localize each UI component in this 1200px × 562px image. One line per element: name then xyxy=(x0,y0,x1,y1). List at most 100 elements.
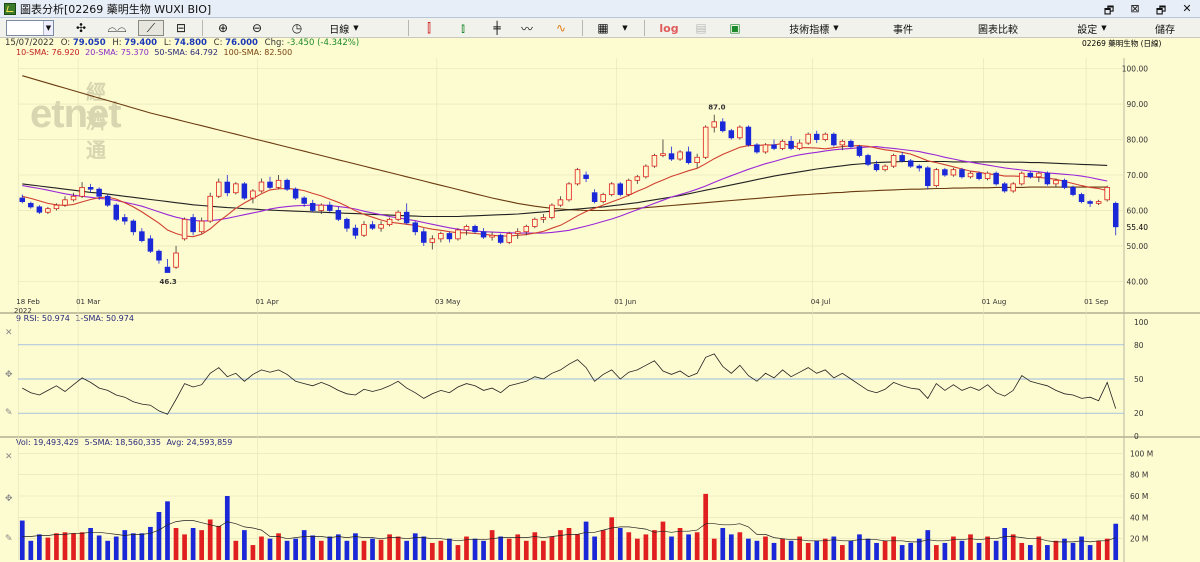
candle-body xyxy=(865,155,871,165)
zoom-out-icon[interactable]: ⊖ xyxy=(251,21,263,35)
period-dropdown[interactable]: 日線 ▼ xyxy=(324,20,364,36)
candle-body xyxy=(993,172,999,185)
rsi-line xyxy=(22,353,1117,415)
line-chart-icon[interactable]: 〰 xyxy=(520,21,533,36)
candlestick-chart-icon[interactable]: ⫿ xyxy=(427,20,431,35)
vol-avg-value: 24,593,859 xyxy=(186,438,233,447)
candle-body xyxy=(164,266,171,273)
candle-body xyxy=(626,179,632,195)
volume-bar xyxy=(1096,540,1101,560)
candle-body xyxy=(446,233,453,240)
ohlc-chart-icon[interactable]: ⫾ xyxy=(461,20,465,35)
volume-bar xyxy=(788,540,794,560)
stock-code-input[interactable]: ▼ xyxy=(6,20,54,36)
events-button[interactable]: 事件 xyxy=(893,24,913,36)
clock-icon[interactable]: ◷ xyxy=(291,21,303,35)
candle-body xyxy=(677,151,683,160)
volume-bar xyxy=(1010,534,1016,560)
sma-legend: 10-SMA: 76.920 20-SMA: 75.370 50-SMA: 64… xyxy=(16,48,292,57)
close-pane-icon[interactable]: ✕ xyxy=(5,452,13,462)
volume-bar xyxy=(498,536,504,560)
candle-body xyxy=(224,181,231,194)
volume-bar xyxy=(455,545,461,560)
price-tick-label: 70.00 xyxy=(1127,171,1149,180)
price-tick-label: 40.00 xyxy=(1127,277,1149,286)
candle-body xyxy=(1036,172,1042,178)
candle-body xyxy=(967,172,974,178)
candle-body xyxy=(523,226,530,233)
bar-chart-icon[interactable]: ╪ xyxy=(493,21,501,35)
chevron-down-icon[interactable]: ▼ xyxy=(43,21,53,35)
volume-bar xyxy=(327,536,333,560)
volume-bar xyxy=(993,540,999,560)
candle-body xyxy=(489,234,495,238)
chevron-down-icon[interactable]: ▼ xyxy=(622,24,628,32)
price-tick-label: 50.00 xyxy=(1127,242,1149,251)
close-pane-icon[interactable]: ✕ xyxy=(5,328,13,338)
volume-bar xyxy=(54,533,59,560)
tile-icon[interactable]: 🗗 xyxy=(1155,4,1167,17)
candle-body xyxy=(438,233,444,240)
area-chart-icon[interactable]: ∿ xyxy=(555,21,567,35)
zoom-in-icon[interactable]: ⊕ xyxy=(217,21,229,35)
compare-icon[interactable]: ▤ xyxy=(695,21,707,35)
edit-pane-icon[interactable]: ✎ xyxy=(5,534,13,544)
volume-bar xyxy=(1036,536,1042,560)
candle-body xyxy=(651,155,658,167)
candle-body xyxy=(412,222,418,233)
volume-bar xyxy=(754,540,760,560)
candle-body xyxy=(583,174,589,179)
export-icon[interactable]: ▣ xyxy=(729,21,741,35)
volume-bar xyxy=(797,536,803,560)
candle-body xyxy=(950,169,957,176)
volume-bar xyxy=(105,540,111,560)
volume-bar xyxy=(199,530,205,560)
window-title-bar[interactable]: 圖表分析[02269 藥明生物 WUXI BIO] 🗗 ⊠ 🗗 ✕ xyxy=(0,0,1200,18)
volume-bar xyxy=(805,542,811,560)
edit-pane-icon[interactable]: ✎ xyxy=(5,408,13,418)
sma50-value: 64.792 xyxy=(189,48,218,57)
log-scale-button[interactable]: log xyxy=(659,21,679,35)
volume-bar xyxy=(908,542,914,560)
volume-bar xyxy=(267,538,273,560)
technical-indicator-menu[interactable]: 技術指標 ▼ xyxy=(784,20,844,36)
candle-body xyxy=(403,211,410,224)
chart-canvas[interactable]: 100.00 90.00 80.00 70.00 60.00 50.00 40.00 18 F… xyxy=(0,38,1200,562)
candle-body xyxy=(361,224,367,236)
x-tick-label: 01 Mar xyxy=(76,298,100,306)
rsi-tick-label: 50 xyxy=(1134,375,1144,384)
grid-icon[interactable]: ▦ xyxy=(597,21,609,35)
rsi-value: 50.974 xyxy=(41,314,70,323)
volume-bar xyxy=(1045,545,1050,560)
chevron-down-icon: ▼ xyxy=(1101,24,1107,32)
volume-bar xyxy=(711,538,717,560)
draw-line-icon[interactable]: ⟋ xyxy=(138,20,164,36)
candle-body xyxy=(540,217,547,220)
move-pane-icon[interactable]: ✥ xyxy=(5,494,13,504)
rsi-sma-label: 1-SMA: xyxy=(75,314,104,323)
volume-tick-label: 100 M xyxy=(1130,449,1153,458)
close-icon[interactable]: ✕ xyxy=(1182,2,1192,15)
candle-body xyxy=(1095,201,1102,204)
technical-label: 技術指標 xyxy=(789,24,830,36)
candle-body xyxy=(421,231,427,243)
compare-chart-button[interactable]: 圖表比較 xyxy=(978,24,1018,36)
save-button[interactable]: 儲存 xyxy=(1155,24,1175,36)
move-pane-icon[interactable]: ✥ xyxy=(5,370,13,380)
crosshair-tool-icon[interactable]: ✣ xyxy=(75,21,87,35)
volume-bar xyxy=(148,526,153,560)
maximize-icon[interactable]: ⊠ xyxy=(1130,2,1140,15)
volume-bar xyxy=(728,534,734,560)
settings-menu[interactable]: 設定 ▼ xyxy=(1072,20,1112,36)
glasses-icon[interactable]: ⌓⌓ xyxy=(107,20,127,35)
candle-body xyxy=(198,220,205,233)
candle-body xyxy=(976,172,982,179)
volume-bar xyxy=(737,532,743,560)
volume-bar xyxy=(139,533,145,560)
window-title: 圖表分析[02269 藥明生物 WUXI BIO] xyxy=(20,2,212,16)
volume-bar xyxy=(976,542,982,560)
toggle-panel-icon[interactable]: ⊟ xyxy=(175,21,187,35)
candle-body xyxy=(557,199,564,206)
price-tick-label: 60.00 xyxy=(1127,206,1149,215)
restore-icon[interactable]: 🗗 xyxy=(1103,4,1115,17)
